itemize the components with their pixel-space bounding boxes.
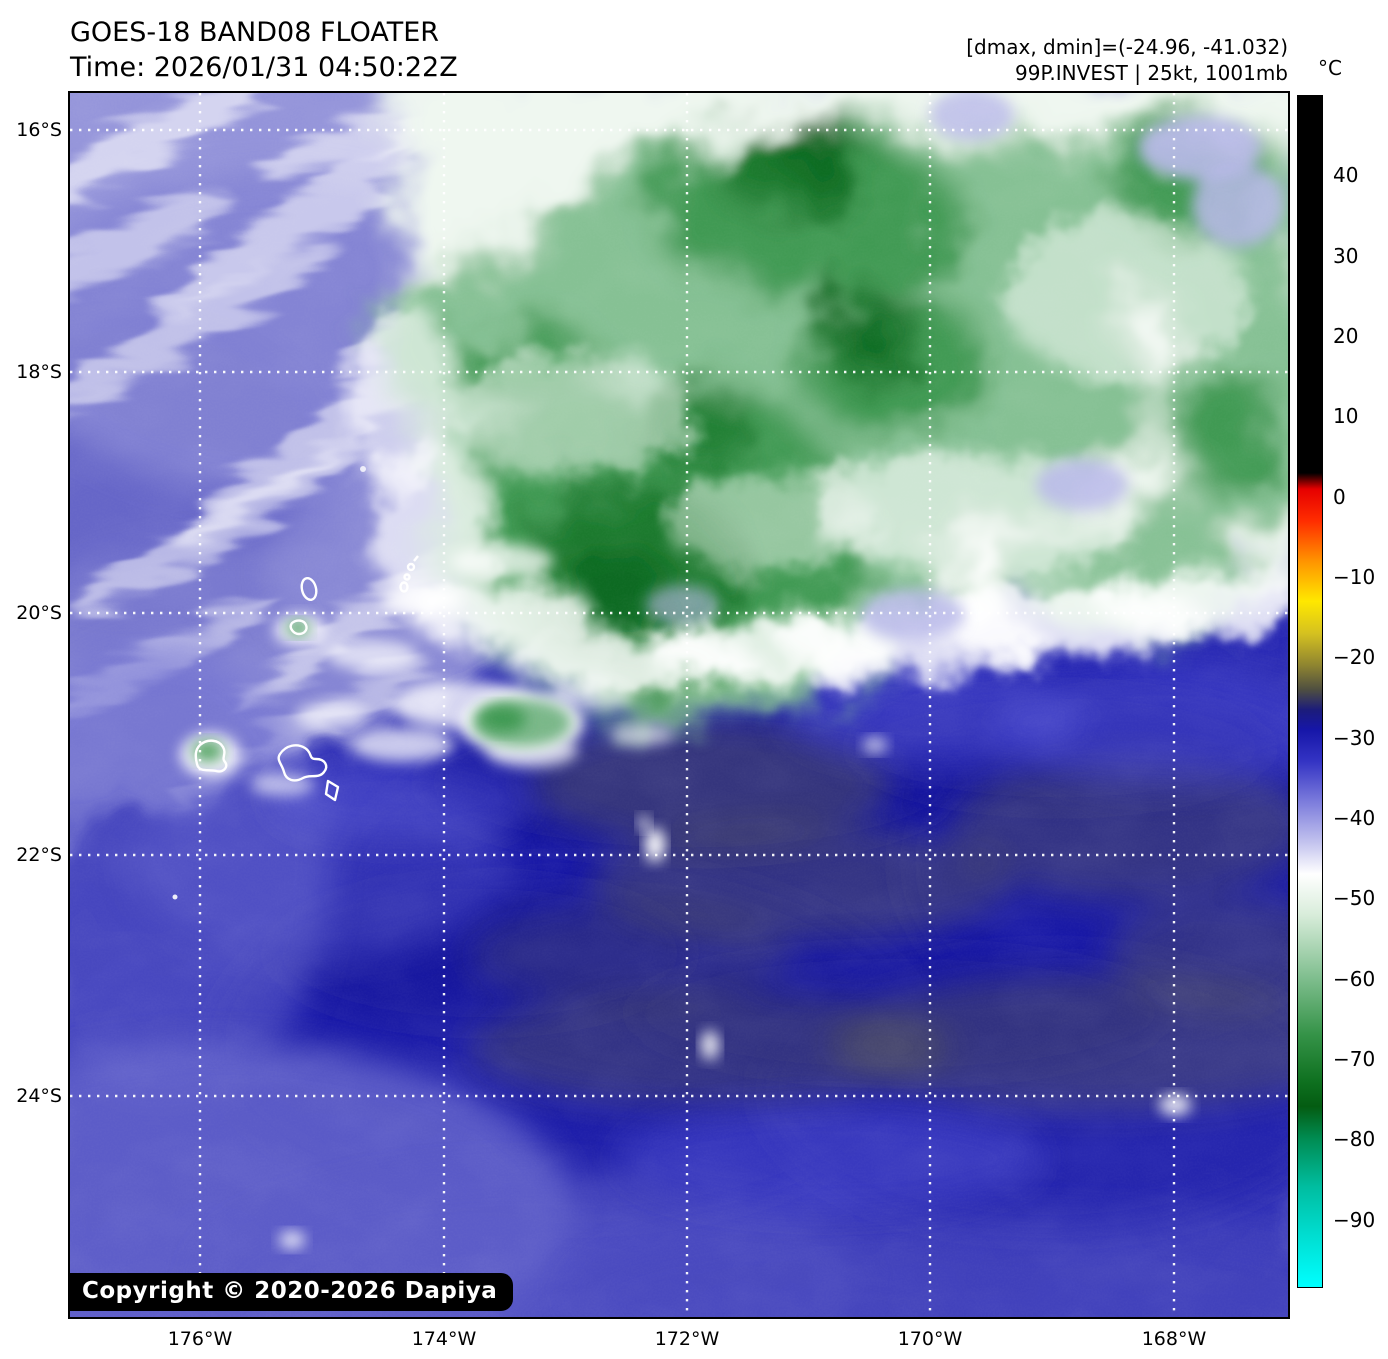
title-block: GOES-18 BAND08 FLOATER Time: 2026/01/31 … (70, 16, 458, 85)
page-title: GOES-18 BAND08 FLOATER (70, 17, 440, 48)
colorbar-tick-label: −20 (1333, 645, 1376, 670)
timestamp: Time: 2026/01/31 04:50:22Z (70, 51, 458, 83)
colorbar-tick-label: −80 (1333, 1127, 1376, 1152)
colorbar-tick-label: −30 (1333, 725, 1376, 750)
lon-tick-label: 174°W (411, 1328, 477, 1350)
satellite-image (70, 93, 1288, 1317)
colorbar-tick-label: 40 (1333, 163, 1359, 188)
annotation-block: [dmax, dmin]=(-24.96, -41.032) 99P.INVES… (966, 34, 1288, 86)
colorbar-tick-label: 0 (1333, 484, 1346, 509)
lon-tick-label: 170°W (897, 1328, 963, 1350)
copyright-badge: Copyright © 2020-2026 Dapiya (70, 1273, 514, 1311)
colorbar-tick-label: −50 (1333, 886, 1376, 911)
colorbar-tick-label: −40 (1333, 806, 1376, 831)
lat-tick-label: 16°S (16, 119, 62, 141)
lon-tick-label: 168°W (1141, 1328, 1207, 1350)
lat-tick-label: 22°S (16, 844, 62, 866)
colorbar-tick-label: −60 (1333, 966, 1376, 991)
colorbar (1297, 95, 1323, 1288)
lat-tick-label: 24°S (16, 1085, 62, 1107)
map-plot: Copyright © 2020-2026 Dapiya (68, 91, 1290, 1319)
colorbar-tick-label: −90 (1333, 1207, 1376, 1232)
colorbar-tick-label: 10 (1333, 404, 1359, 429)
colorbar-unit-label: °C (1318, 56, 1342, 80)
storm-info-readout: 99P.INVEST | 25kt, 1001mb (1015, 61, 1288, 85)
lat-tick-label: 20°S (16, 602, 62, 624)
colorbar-tick-label: −70 (1333, 1047, 1376, 1072)
colorbar-tick-label: 30 (1333, 243, 1359, 268)
lat-tick-label: 18°S (16, 361, 62, 383)
lon-tick-label: 172°W (654, 1328, 720, 1350)
lon-tick-label: 176°W (167, 1328, 233, 1350)
dmax-dmin-readout: [dmax, dmin]=(-24.96, -41.032) (966, 35, 1288, 59)
graticule (70, 93, 1288, 1317)
colorbar-tick-label: −10 (1333, 565, 1376, 590)
grain-texture (70, 93, 1288, 1317)
colorbar-tick-label: 20 (1333, 324, 1359, 348)
